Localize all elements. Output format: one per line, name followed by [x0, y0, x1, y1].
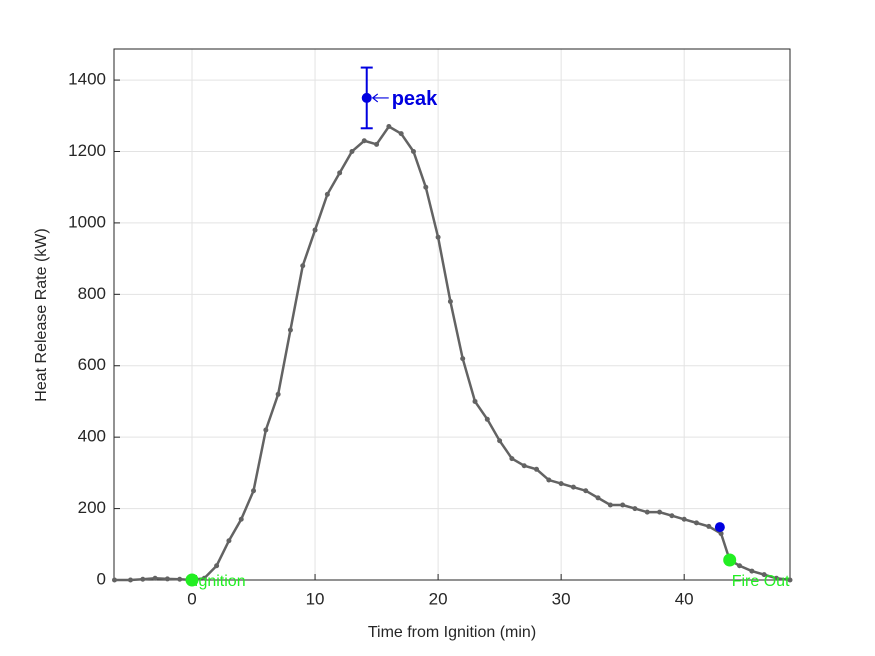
y-tick-label: 800 — [78, 284, 106, 303]
data-point — [706, 523, 712, 529]
data-point — [657, 509, 663, 515]
data-point — [521, 463, 527, 469]
data-point — [497, 438, 503, 444]
data-point — [681, 516, 687, 522]
data-point — [607, 502, 613, 508]
data-point — [583, 488, 589, 494]
data-point — [263, 427, 269, 433]
y-axis-label: Heat Release Rate (kW) — [33, 228, 50, 401]
data-point — [749, 568, 755, 574]
data-point — [773, 575, 779, 581]
data-point — [435, 234, 441, 240]
data-point — [374, 141, 380, 147]
data-point — [386, 123, 392, 129]
y-tick-label: 600 — [78, 355, 106, 374]
peak-arrow — [371, 93, 389, 103]
data-point — [226, 538, 232, 544]
data-point — [312, 227, 318, 233]
x-tick-label: 10 — [306, 589, 325, 608]
data-point — [164, 576, 170, 582]
y-tick-label: 1200 — [68, 141, 106, 160]
x-axis-label: Time from Ignition (min) — [368, 624, 536, 641]
data-point — [737, 563, 743, 569]
data-point — [214, 563, 220, 569]
data-point — [509, 456, 515, 462]
data-point — [693, 520, 699, 526]
y-tick-label: 400 — [78, 427, 106, 446]
data-point — [632, 506, 638, 512]
plot-frame — [113, 48, 791, 581]
data-point — [238, 516, 244, 522]
x-tick-label: 30 — [552, 589, 571, 608]
event-label: Ignition — [194, 573, 246, 590]
data-point — [324, 191, 330, 197]
data-point — [140, 576, 146, 582]
event-marker — [723, 553, 737, 567]
peak-label: peak — [392, 88, 438, 110]
data-point — [718, 531, 724, 537]
x-tick-label: 0 — [187, 589, 196, 608]
data-point — [337, 170, 343, 176]
data-point — [410, 148, 416, 154]
y-tick-label: 0 — [97, 569, 106, 588]
data-point — [620, 502, 626, 508]
data-point — [152, 575, 158, 581]
data-point — [300, 263, 306, 269]
y-tick-label: 1000 — [68, 212, 106, 231]
data-point — [761, 572, 767, 578]
data-point — [361, 138, 367, 144]
y-tick-label: 200 — [78, 498, 106, 517]
event-marker — [185, 573, 199, 587]
x-tick-label: 40 — [675, 589, 694, 608]
data-point — [472, 398, 478, 404]
data-point — [447, 298, 453, 304]
data-point — [644, 509, 650, 515]
data-point — [558, 481, 564, 487]
data-point — [484, 416, 490, 422]
end-point — [714, 522, 725, 533]
data-point — [787, 577, 793, 583]
data-point — [595, 495, 601, 501]
data-point — [570, 484, 576, 490]
data-point — [177, 576, 183, 582]
data-point — [546, 477, 552, 483]
data-point — [423, 184, 429, 190]
data-point — [669, 513, 675, 519]
data-point — [534, 466, 540, 472]
data-point — [287, 327, 293, 333]
y-tick-label: 1400 — [68, 70, 106, 89]
peak-marker — [361, 92, 372, 103]
event-label: Fire Out — [732, 573, 790, 590]
data-point — [398, 131, 404, 137]
x-tick-label: 20 — [429, 589, 448, 608]
data-point — [349, 148, 355, 154]
data-point — [127, 577, 133, 583]
data-point — [275, 391, 281, 397]
data-point — [111, 577, 117, 583]
data-point — [251, 488, 257, 494]
data-point — [460, 356, 466, 362]
data-point — [201, 575, 207, 581]
